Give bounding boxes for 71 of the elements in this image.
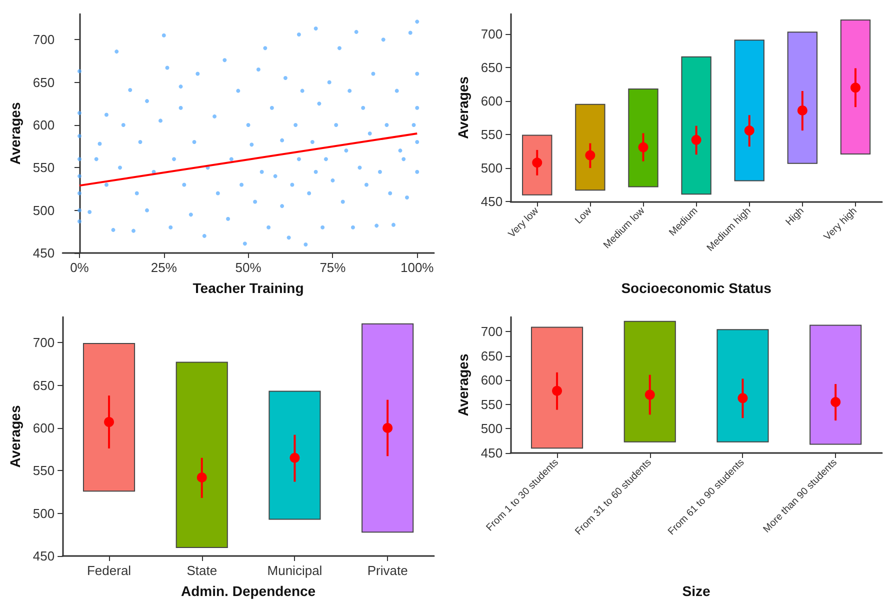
x-tick-label: Municipal [267,563,322,578]
y-tick-label: 650 [32,74,55,90]
y-tick-label: 500 [480,421,503,436]
x-tick-label: 50% [235,260,262,275]
y-tick-label: 600 [32,420,55,436]
x-axis-title: Size [682,583,711,599]
x-axis-title: Admin. Dependence [181,583,316,599]
bar [522,134,552,196]
y-tick-label: 550 [480,127,503,142]
x-tick-label: Very high [822,206,860,243]
y-tick-label: 450 [32,548,55,564]
y-tick-label: 600 [32,117,55,132]
bar [787,32,818,164]
y-tick-label: 550 [480,396,503,412]
y-tick-label: 500 [32,202,55,218]
x-tick-label: High [784,206,806,228]
y-tick-label: 700 [480,324,503,340]
y-tick-label: 550 [32,463,55,478]
bar [362,323,414,533]
point [644,390,655,400]
x-tick-label: Low [573,205,595,226]
y-tick-label: 650 [480,60,503,76]
point [744,126,754,136]
x-axis-title: Socioeconomic Status [621,280,772,296]
y-tick-label: 600 [480,372,503,388]
bar [840,20,871,154]
y-tick-label: 450 [32,246,55,260]
x-tick-label: 25% [150,260,178,275]
point [585,150,596,160]
bar [734,40,764,182]
x-tick-label: State [186,563,218,578]
x-tick-label: Federal [86,563,132,578]
y-axis-title: Averages [455,76,471,140]
x-tick-label: Private [367,563,408,578]
y-axis-title: Averages [7,405,23,468]
bar [575,104,606,191]
bar [82,342,136,492]
x-axis-title: Teacher Training [192,280,304,296]
y-tick-label: 650 [480,348,503,364]
point [830,397,841,408]
y-tick-label: 700 [32,32,55,48]
point [104,416,114,427]
bar [268,390,321,520]
y-tick-label: 600 [480,94,503,109]
y-tick-label: 500 [480,160,503,176]
point [797,105,808,116]
point [552,386,562,396]
point [532,158,542,168]
point [850,82,860,93]
point [638,142,648,152]
bar [628,88,658,188]
y-axis-title: Averages [455,354,471,416]
y-axis-title: Averages [7,102,23,165]
y-tick-label: 450 [480,194,503,210]
bar [176,362,228,548]
x-tick-label: 75% [320,260,346,275]
point [691,134,702,145]
point [738,393,748,404]
x-tick-label: 100% [400,260,434,275]
x-tick-label: Very low [506,205,542,240]
y-tick-label: 500 [32,506,55,521]
y-tick-label: 550 [32,160,55,176]
y-tick-label: 650 [32,378,55,393]
y-tick-label: 700 [480,26,503,42]
y-tick-label: 450 [480,446,503,461]
point [382,422,393,433]
x-tick-label: 0% [70,260,90,275]
bar [681,56,712,195]
point [290,452,300,463]
point [196,472,207,482]
y-tick-label: 700 [32,335,55,350]
